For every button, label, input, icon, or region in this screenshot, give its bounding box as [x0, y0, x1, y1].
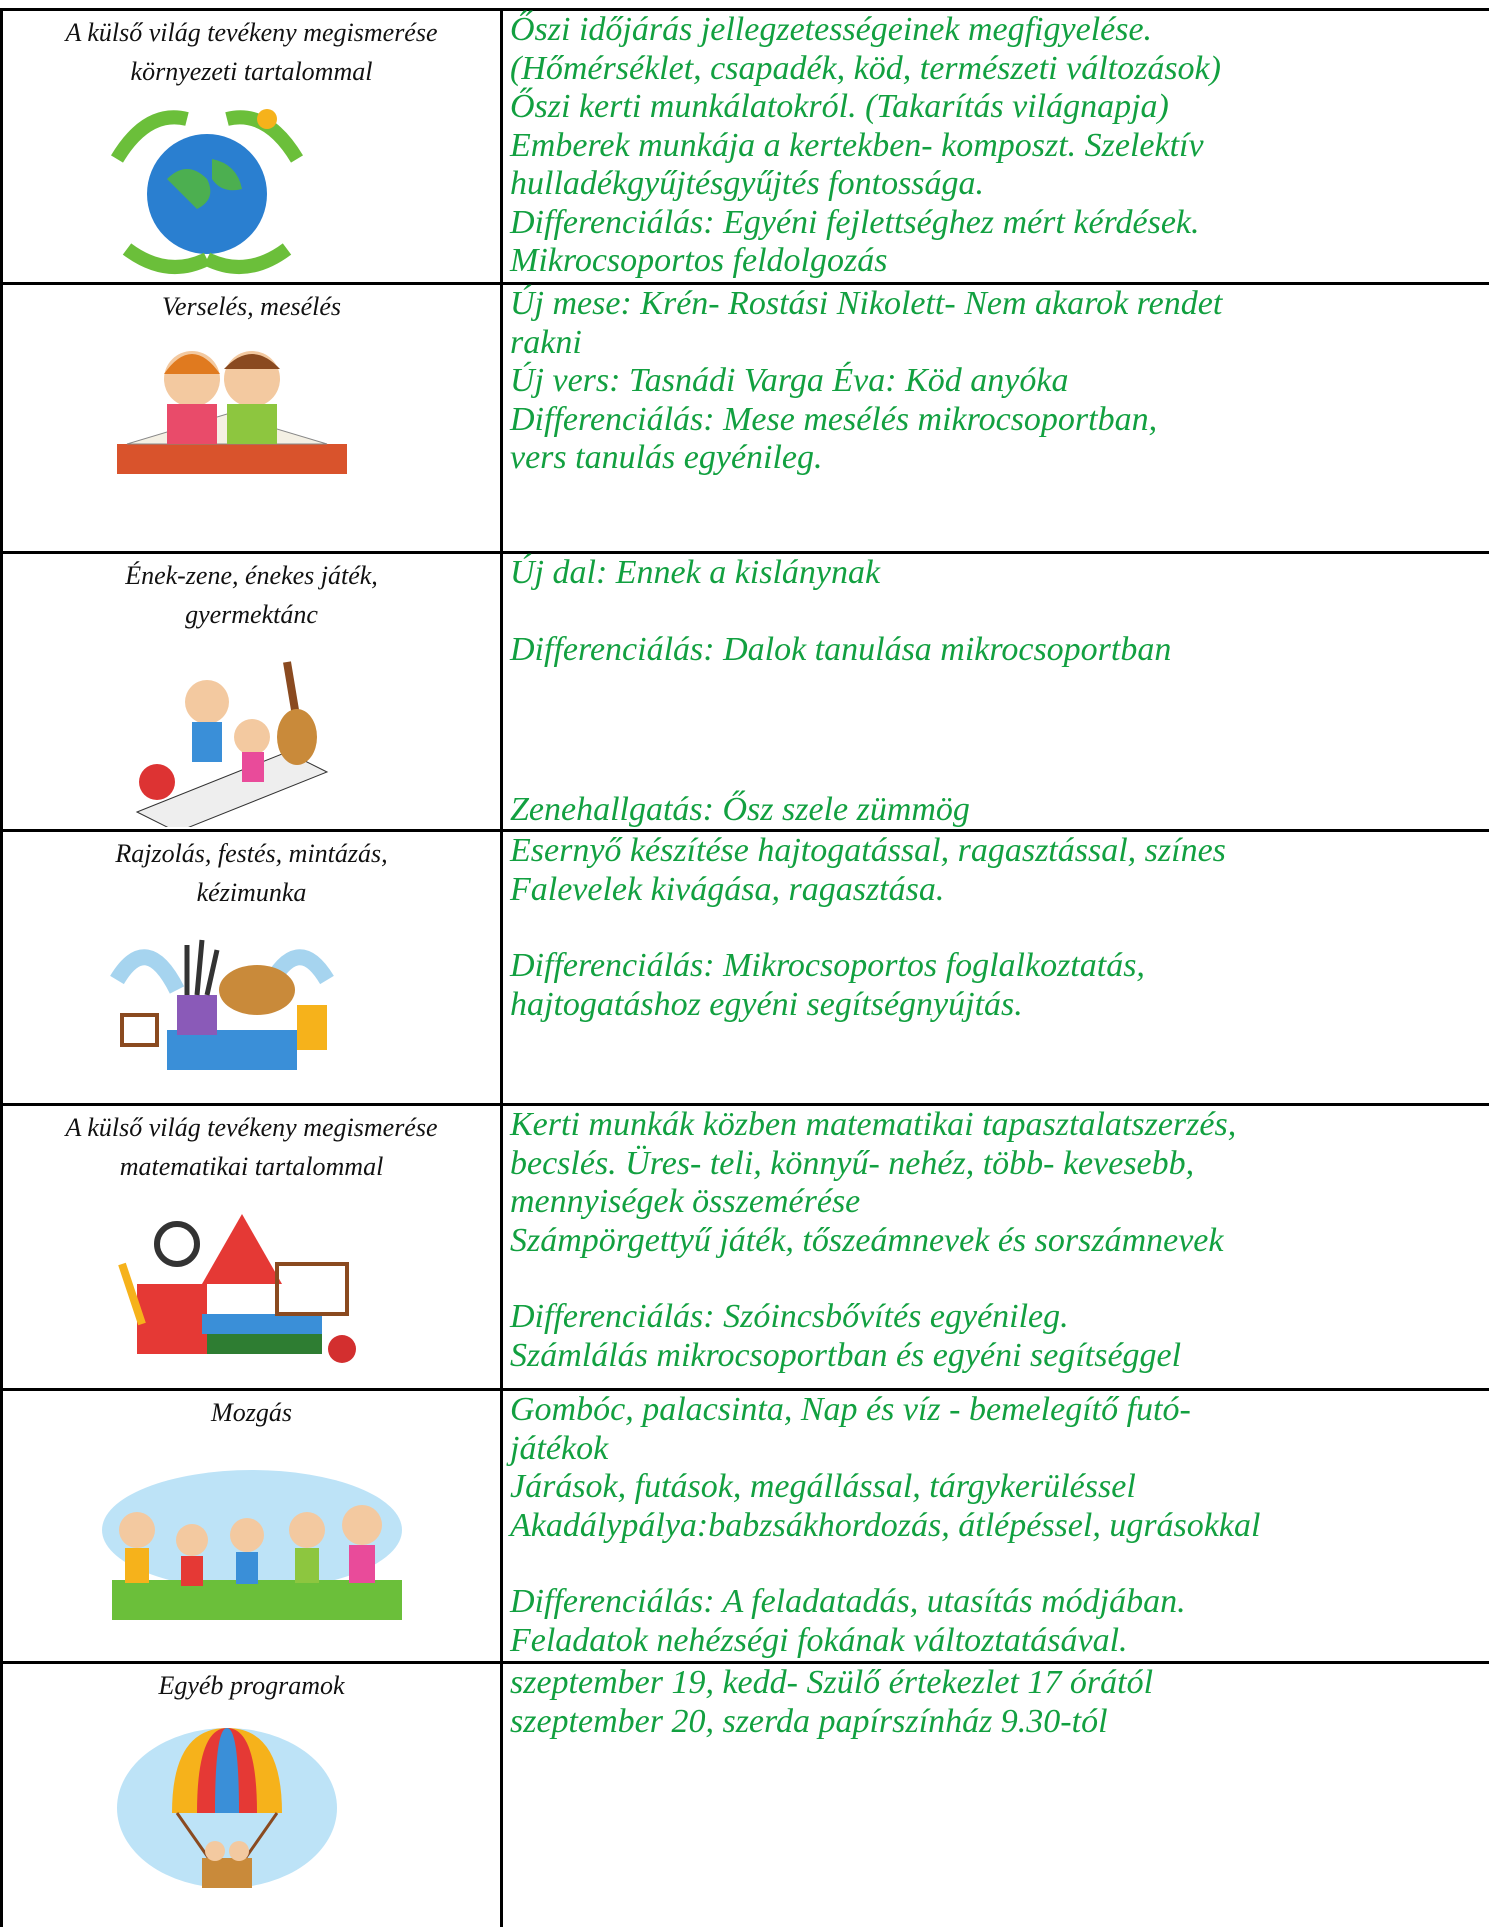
illustration [117, 1214, 356, 1363]
text-line: Számlálás mikrocsoportban és egyéni segí… [510, 1336, 1182, 1374]
activity-label: A külső világ tevékeny megismerése [65, 1113, 438, 1142]
activity-cell: Mozgás [0, 1391, 503, 1661]
content-cell: Kerti munkák közben matematikai tapaszta… [510, 1106, 1485, 1388]
text-line: Új vers: Tasnádi Varga Éva: Köd anyóka [510, 362, 1069, 399]
text-line: Új mese: Krén- Rostási Nikolett- Nem aka… [510, 285, 1223, 322]
illustration [135, 661, 328, 827]
content-cell: Új dal: Ennek a kislánynak Differenciálás… [510, 554, 1485, 829]
paragraph: Differenciálás: Mikrocsoportos foglalkoz… [510, 947, 1485, 1024]
table-row: Verselés, mesélés Új mese: Krén- Rostási … [0, 282, 1489, 551]
content-cell: Új mese: Krén- Rostási Nikolett- Nem aka… [510, 285, 1485, 551]
text-line: Differenciálás: Szóincsbővítés egyénileg… [510, 1298, 1069, 1335]
text-line: Új dal: Ennek a kislánynak [510, 554, 881, 591]
paragraph: Zenehallgatás: Ősz szele zümmög [510, 791, 1485, 830]
activity-cell: Rajzolás, festés, mintázás, kézimunka [0, 832, 503, 1103]
paragraph: Gombóc, palacsinta, Nap és víz - bemeleg… [510, 1391, 1485, 1545]
illustration [116, 351, 347, 474]
table-row: Egyéb programok szeptember 19, kedd- Szül… [0, 1661, 1489, 1927]
text-line: Differenciálás: Mikrocsoportos foglalkoz… [510, 947, 1145, 984]
table-row: A külső világ tevékeny megismerése matema… [0, 1103, 1489, 1388]
paragraph: Őszi időjárás jellegzetességeinek megfig… [510, 11, 1485, 281]
text-line: szeptember 19, kedd- Szülő értekezlet 17… [510, 1664, 1154, 1701]
text-line: Kerti munkák közben matematikai tapaszta… [510, 1106, 1237, 1143]
activity-cell: A külső világ tevékeny megismerése környe… [0, 11, 503, 282]
text-line: Őszi időjárás jellegzetességeinek megfig… [510, 11, 1153, 48]
text-line: Differenciálás: Dalok tanulása mikrocsop… [510, 630, 1172, 668]
paragraph: Kerti munkák közben matematikai tapaszta… [510, 1106, 1485, 1260]
text-line: becslés. Üres- teli, könnyű- nehéz, több… [510, 1144, 1195, 1182]
text-line: Számpörgettyű játék, tőszeámnevek és sor… [510, 1221, 1224, 1259]
activity-label: Verselés, mesélés [161, 292, 342, 321]
activity-label: matematikai tartalommal [119, 1152, 384, 1181]
text-line: Mikrocsoportos feldolgozás [510, 242, 888, 279]
activity-label: Egyéb programok [158, 1671, 345, 1700]
activity-cell: Verselés, mesélés [0, 285, 503, 551]
text-line: Differenciálás: Egyéni fejlettséghez mér… [510, 203, 1200, 241]
activity-label: Rajzolás, festés, mintázás, [115, 839, 388, 868]
text-line: Differenciálás: Mese mesélés mikrocsopor… [510, 400, 1158, 438]
table-row: Mozgás Gombóc, palacsinta, Nap és víz - b… [0, 1388, 1489, 1661]
activity-cell: Ének-zene, énekes játék, gyermektánc [0, 554, 503, 829]
text-line: Feladatok nehézségi fokának változtatásá… [510, 1621, 1128, 1659]
text-line: Gombóc, palacsinta, Nap és víz - bemeleg… [510, 1391, 1191, 1428]
text-line: Emberek munkája a kertekben- komposzt. S… [510, 126, 1204, 164]
paragraph: Differenciálás: Dalok tanulása mikrocsop… [510, 631, 1485, 670]
activity-label: Ének-zene, énekes játék, [125, 561, 378, 590]
text-line: Akadálypálya:babzsákhordozás, átlépéssel… [510, 1506, 1261, 1544]
illustration [101, 1470, 402, 1620]
illustration [110, 109, 303, 274]
table-row: A külső világ tevékeny megismerése környe… [0, 8, 1489, 282]
paragraph: Esernyő készítése hajtogatással, ragaszt… [510, 832, 1485, 909]
activity-cell: Egyéb programok [0, 1664, 503, 1927]
text-line: Esernyő készítése hajtogatással, ragaszt… [510, 832, 1226, 869]
activity-label: kézimunka [196, 878, 307, 907]
activity-label: környezeti tartalommal [130, 57, 373, 86]
paragraph: Differenciálás: Szóincsbővítés egyénileg… [510, 1298, 1485, 1375]
text-line: Falevelek kivágása, ragasztása. [510, 870, 945, 908]
activity-cell: A külső világ tevékeny megismerése matema… [0, 1106, 503, 1388]
text-line: Differenciálás: A feladatadás, utasítás … [510, 1583, 1186, 1620]
text-line: hajtogatáshoz egyéni segítségnyújtás. [510, 985, 1023, 1023]
text-line: szeptember 20, szerda papírszínház 9.30-… [510, 1702, 1108, 1740]
text-line: (Hőmérséklet, csapadék, köd, természeti … [510, 49, 1221, 87]
text-line: vers tanulás egyénileg. [510, 439, 823, 476]
content-cell: Esernyő készítése hajtogatással, ragaszt… [510, 832, 1485, 1103]
text-line: Zenehallgatás: Ősz szele zümmög [510, 790, 970, 828]
content-cell: szeptember 19, kedd- Szülő értekezlet 17… [510, 1664, 1485, 1927]
table-row: Rajzolás, festés, mintázás, kézimunka Eser… [0, 829, 1489, 1103]
table-row: Ének-zene, énekes játék, gyermektánc Új da… [0, 551, 1489, 829]
content-cell: Őszi időjárás jellegzetességeinek megfig… [510, 11, 1485, 282]
text-line: játékok [510, 1429, 609, 1467]
paragraph: Új mese: Krén- Rostási Nikolett- Nem aka… [510, 285, 1485, 478]
text-line: mennyiségek összemérése [510, 1183, 861, 1220]
text-line: rakni [510, 323, 582, 361]
illustration [116, 1728, 337, 1888]
content-cell: Gombóc, palacsinta, Nap és víz - bemeleg… [510, 1391, 1485, 1661]
text-line: Őszi kerti munkálatokról. (Takarítás vil… [510, 88, 1169, 125]
activity-label: gyermektánc [185, 600, 318, 629]
paragraph: Differenciálás: A feladatadás, utasítás … [510, 1583, 1485, 1660]
activity-label: Mozgás [211, 1398, 292, 1427]
text-line: Járások, futások, megállással, tárgykerü… [510, 1468, 1136, 1505]
paragraph: Új dal: Ennek a kislánynak [510, 554, 1485, 593]
text-line: hulladékgyűjtésgyűjtés fontossága. [510, 165, 985, 202]
activity-label: A külső világ tevékeny megismerése [65, 18, 438, 47]
illustration [109, 939, 334, 1070]
paragraph: szeptember 19, kedd- Szülő értekezlet 17… [510, 1664, 1485, 1741]
